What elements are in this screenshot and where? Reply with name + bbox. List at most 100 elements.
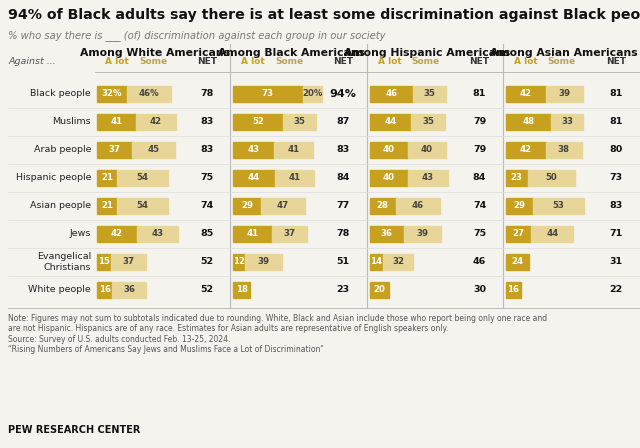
Text: 52: 52 — [200, 258, 214, 267]
FancyBboxPatch shape — [369, 114, 412, 130]
Text: Among White Americans: Among White Americans — [80, 48, 230, 58]
Text: Muslims: Muslims — [52, 117, 91, 126]
FancyBboxPatch shape — [233, 170, 275, 186]
FancyBboxPatch shape — [97, 114, 136, 130]
Text: 78: 78 — [200, 90, 214, 99]
FancyBboxPatch shape — [303, 86, 322, 102]
FancyBboxPatch shape — [283, 114, 316, 130]
Text: 15: 15 — [98, 258, 110, 267]
FancyBboxPatch shape — [137, 226, 178, 242]
Text: Against ...: Against ... — [8, 57, 56, 66]
Text: 50: 50 — [545, 173, 557, 182]
FancyBboxPatch shape — [408, 142, 445, 158]
FancyBboxPatch shape — [506, 198, 533, 214]
Text: 83: 83 — [609, 202, 622, 211]
Text: 42: 42 — [111, 229, 123, 238]
Text: 32: 32 — [392, 258, 404, 267]
FancyBboxPatch shape — [506, 254, 529, 270]
FancyBboxPatch shape — [97, 170, 117, 186]
Text: 42: 42 — [520, 90, 532, 99]
Text: Note: Figures may not sum to subtotals indicated due to rounding. White, Black a: Note: Figures may not sum to subtotals i… — [8, 314, 547, 354]
FancyBboxPatch shape — [396, 198, 440, 214]
Text: Black people: Black people — [30, 90, 91, 99]
FancyBboxPatch shape — [506, 226, 531, 242]
Text: 18: 18 — [236, 285, 248, 294]
Text: NET: NET — [605, 57, 626, 66]
Text: 43: 43 — [248, 146, 260, 155]
Text: 22: 22 — [609, 285, 622, 294]
Text: Among Asian Americans: Among Asian Americans — [490, 48, 637, 58]
Text: 74: 74 — [200, 202, 214, 211]
Text: Asian people: Asian people — [30, 202, 91, 211]
FancyBboxPatch shape — [383, 254, 413, 270]
Text: 71: 71 — [609, 229, 622, 238]
FancyBboxPatch shape — [369, 170, 408, 186]
Text: 38: 38 — [557, 146, 570, 155]
Text: 28: 28 — [377, 202, 389, 211]
Text: 85: 85 — [200, 229, 214, 238]
Text: 73: 73 — [609, 173, 622, 182]
FancyBboxPatch shape — [369, 86, 413, 102]
FancyBboxPatch shape — [233, 254, 244, 270]
Text: Arab people: Arab people — [33, 146, 91, 155]
Text: 30: 30 — [473, 285, 486, 294]
FancyBboxPatch shape — [233, 226, 272, 242]
Text: 44: 44 — [384, 117, 397, 126]
Text: NET: NET — [333, 57, 353, 66]
Text: 79: 79 — [473, 117, 486, 126]
FancyBboxPatch shape — [275, 170, 314, 186]
Text: 39: 39 — [416, 229, 428, 238]
FancyBboxPatch shape — [369, 282, 388, 298]
Text: 54: 54 — [136, 202, 148, 211]
Text: 43: 43 — [151, 229, 163, 238]
Text: 83: 83 — [337, 146, 350, 155]
Text: 75: 75 — [473, 229, 486, 238]
Text: A lot: A lot — [378, 57, 401, 66]
Text: 41: 41 — [287, 146, 300, 155]
Text: 41: 41 — [289, 173, 301, 182]
FancyBboxPatch shape — [233, 86, 303, 102]
Text: Among Hispanic Americans: Among Hispanic Americans — [344, 48, 511, 58]
Text: 77: 77 — [337, 202, 350, 211]
FancyBboxPatch shape — [127, 86, 171, 102]
Text: 29: 29 — [513, 202, 525, 211]
FancyBboxPatch shape — [97, 226, 137, 242]
FancyBboxPatch shape — [533, 198, 584, 214]
FancyBboxPatch shape — [97, 254, 111, 270]
FancyBboxPatch shape — [531, 226, 573, 242]
Text: 46: 46 — [473, 258, 486, 267]
FancyBboxPatch shape — [233, 282, 250, 298]
Text: 54: 54 — [136, 173, 148, 182]
Text: 36: 36 — [381, 229, 392, 238]
Text: 52: 52 — [200, 285, 214, 294]
Text: 44: 44 — [546, 229, 559, 238]
FancyBboxPatch shape — [136, 114, 176, 130]
Text: 24: 24 — [511, 258, 524, 267]
FancyBboxPatch shape — [233, 198, 261, 214]
Text: 79: 79 — [473, 146, 486, 155]
Text: 78: 78 — [337, 229, 350, 238]
FancyBboxPatch shape — [97, 86, 127, 102]
Text: 35: 35 — [422, 117, 434, 126]
FancyBboxPatch shape — [546, 142, 582, 158]
Text: NET: NET — [197, 57, 217, 66]
FancyBboxPatch shape — [527, 170, 575, 186]
Text: 94%: 94% — [330, 89, 356, 99]
Text: 29: 29 — [241, 202, 253, 211]
Text: 46: 46 — [385, 90, 397, 99]
Text: 20%: 20% — [302, 90, 323, 99]
Text: % who say there is ___ (of) discrimination against each group in our society: % who say there is ___ (of) discriminati… — [8, 30, 385, 41]
Text: 48: 48 — [522, 117, 534, 126]
Text: PEW RESEARCH CENTER: PEW RESEARCH CENTER — [8, 425, 140, 435]
Text: 12: 12 — [233, 258, 245, 267]
Text: Some: Some — [275, 57, 303, 66]
Text: 37: 37 — [109, 146, 120, 155]
Text: Jews: Jews — [70, 229, 91, 238]
Text: 40: 40 — [383, 173, 394, 182]
Text: 33: 33 — [561, 117, 573, 126]
FancyBboxPatch shape — [369, 254, 383, 270]
Text: 52: 52 — [252, 117, 264, 126]
Text: 23: 23 — [337, 285, 350, 294]
Text: 32%: 32% — [102, 90, 122, 99]
Text: 39: 39 — [558, 90, 570, 99]
